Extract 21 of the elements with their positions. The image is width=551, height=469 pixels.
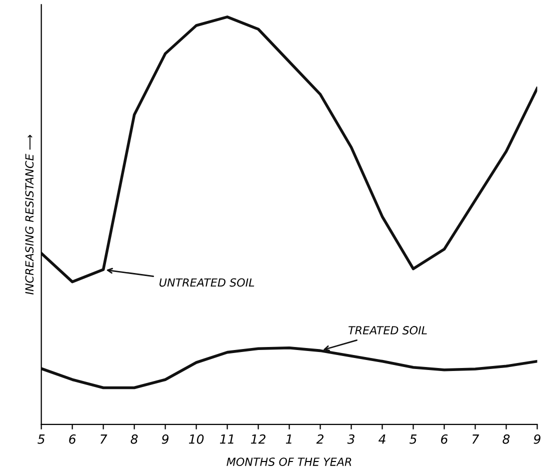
x-tick-label: 8 bbox=[502, 434, 510, 444]
x-tick-label: 4 bbox=[378, 434, 386, 444]
x-tick-label: 11 bbox=[220, 434, 234, 444]
x-tick-label: 6 bbox=[69, 434, 76, 444]
x-tick-label: 9 bbox=[534, 434, 540, 444]
x-tick-label: 6 bbox=[441, 434, 448, 444]
x-tick-label: 7 bbox=[472, 434, 480, 444]
x-tick-label: 9 bbox=[162, 434, 168, 444]
x-tick-label: 7 bbox=[100, 434, 108, 444]
x-tick-label: 8 bbox=[130, 434, 138, 444]
x-tick-label: 10 bbox=[188, 434, 204, 444]
x-tick-label: 5 bbox=[410, 434, 417, 444]
y-axis-title: INCREASING RESISTANCE ⟶ bbox=[25, 134, 34, 295]
annotation: TREATED SOIL bbox=[348, 326, 427, 334]
x-tick-label: 1 bbox=[286, 434, 292, 444]
x-tick-label: 12 bbox=[250, 434, 266, 444]
annotation: UNTREATED SOIL bbox=[160, 278, 254, 287]
x-tick-label: 2 bbox=[316, 434, 324, 444]
x-axis-title: MONTHS OF THE YEAR bbox=[226, 458, 352, 466]
x-tick-label: 5 bbox=[38, 434, 45, 444]
x-tick-label: 3 bbox=[347, 434, 354, 444]
